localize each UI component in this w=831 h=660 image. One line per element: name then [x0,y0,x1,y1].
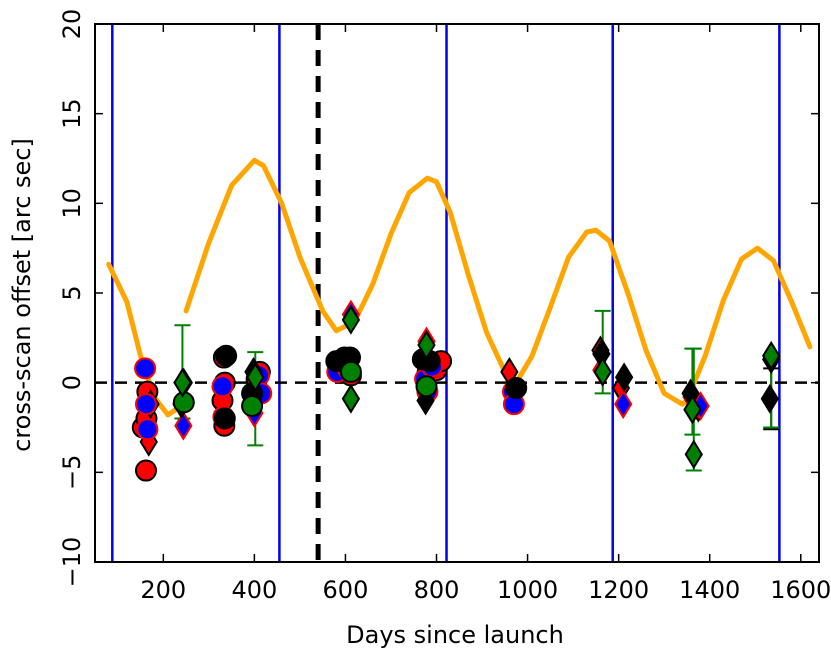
y-tick-label: −10 [58,537,86,588]
x-tick-label: 200 [140,576,186,604]
x-tick-label: 1200 [588,576,649,604]
y-tick-label: 0 [58,375,86,390]
y-tick-label: 5 [58,285,86,300]
black-circle-point-9 [213,407,236,430]
y-tick-label: 10 [58,188,86,219]
black-circle-point-7 [505,377,528,400]
model-curve-segment-4 [513,227,690,407]
plot-background [95,24,819,562]
green-circle-point-2 [241,394,264,417]
blue-diamond-point-1 [174,410,193,441]
green-diamond-point-2 [246,362,265,393]
black-diamond-point-7 [760,383,779,414]
green-diamond-point-6 [593,356,612,387]
x-axis-label: Days since launch [346,621,564,649]
blue-circle-point-1 [134,357,157,380]
season-lines [111,24,781,562]
x-tick-label: 1400 [679,576,740,604]
model-curve-segment-2 [183,157,339,334]
green-diamond-point-7 [684,439,703,470]
black-diamond-point-5 [614,362,634,393]
green-diamond-point-4 [341,304,361,335]
green-circle-point-3 [339,360,362,383]
green-diamond-point-9 [762,340,781,371]
markers [131,299,781,482]
x-tick-label: 1600 [770,576,831,604]
y-axis-label: cross-scan offset [arc sec] [8,138,36,452]
model-curve-segment-5 [684,245,813,404]
green-diamond-point-1 [173,367,192,398]
x-axis-ticks: 200 400 600 800 1000 1200 1400 1600 [140,24,831,604]
x-tick-label: 400 [231,576,277,604]
y-tick-label: 20 [58,9,86,40]
green-diamond-point-5 [417,330,436,360]
red-circle-point-1 [134,459,157,482]
black-circle-point-1 [215,344,238,367]
blue-circle-point-2 [134,393,157,416]
x-tick-label: 800 [414,576,460,604]
y-tick-label: 15 [58,98,86,129]
green-diamond-point-8 [683,394,702,425]
blue-circle-point-3 [136,418,159,441]
model-curve-segment-3 [333,175,519,386]
green-circle-point-1 [172,391,195,414]
blue-circle-point-4 [211,375,234,398]
green-circle-point-4 [415,375,438,398]
x-tick-label: 600 [323,576,369,604]
model-curve [106,157,813,418]
green-diamond-point-3 [341,383,361,414]
y-tick-label: −5 [58,455,86,490]
y-axis-ticks: −10 −5 0 5 10 15 20 [58,9,819,588]
blue-diamond-point-6 [614,389,633,420]
x-tick-label: 1000 [497,576,558,604]
